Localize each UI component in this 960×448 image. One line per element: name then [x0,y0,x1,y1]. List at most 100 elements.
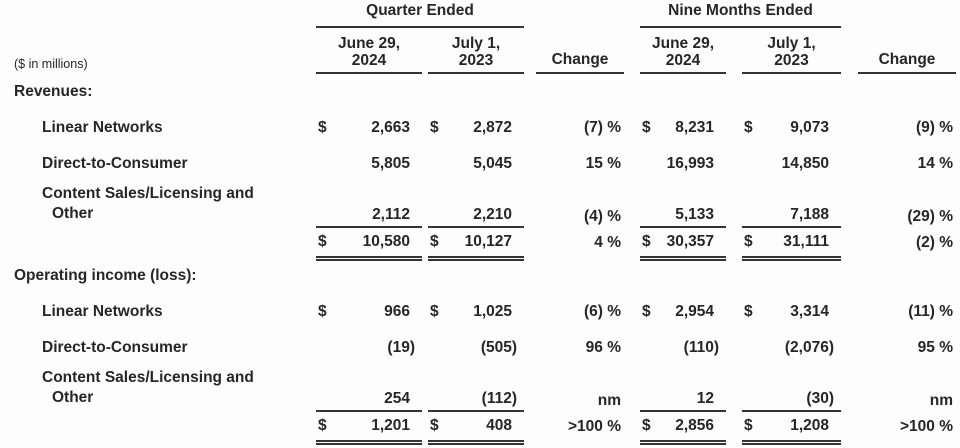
cell-value: 14,850 [781,155,829,172]
cell-value: 1,208 [790,417,829,434]
row-label-line-2: Other [52,389,94,406]
cell-quarter-change: (7) % [583,119,621,136]
cell-value: 1,201 [371,417,410,434]
table-header-groups: Quarter Ended Nine Months Ended [4,2,956,28]
cell-nine-change: (9) % [915,119,953,136]
section-label: Operating income (loss): [14,267,197,284]
cell-quarter-2024: $1,201 [316,412,422,445]
date-line-2: 2024 [351,52,387,69]
row-label: Direct-to-Consumer [42,155,188,172]
table-row-revenues-linear-networks: Linear Networks $2,663 $2,872 (7) % $8,2… [4,110,956,146]
dollar-sign: $ [430,119,439,136]
dollar-sign: $ [318,303,327,320]
cell-quarter-2024: 5,805 [316,146,422,182]
cell-quarter-change: >100 % [567,418,621,435]
cell-nine-change: (2) % [915,234,953,251]
date-line-1: July 1, [767,35,816,52]
row-label-line-1: Content Sales/Licensing and [42,185,254,202]
dollar-sign: $ [642,417,651,434]
cell-nine-2024: 16,993 [640,146,726,182]
dollar-sign: $ [318,233,327,250]
section-row-operating-income: Operating income (loss): [4,258,956,294]
table-column-headers: ($ in millions) June 29, 2024 July 1, 20… [4,28,956,74]
cell-value: 1,025 [473,303,512,320]
cell-nine-2023: (30) [742,366,841,412]
row-label: Content Sales/Licensing and Other [4,182,316,224]
cell-quarter-change: nm [597,392,621,409]
cell-value: 5,133 [675,206,714,223]
row-label-line-2: Other [52,205,94,222]
table-row-revenues-content-sales: Content Sales/Licensing and Other 2,112 … [4,182,956,228]
cell-nine-change: >100 % [899,418,953,435]
cell-nine-change: 95 % [917,339,953,356]
row-label: Content Sales/Licensing and Other [4,366,316,408]
cell-nine-2024: $30,357 [640,228,726,261]
dollar-sign: $ [744,233,753,250]
row-label-line-1: Content Sales/Licensing and [42,369,254,386]
date-line-2: 2023 [458,52,494,69]
cell-quarter-2023: $10,127 [428,228,524,261]
nine-months-ended-group-header: Nine Months Ended [640,2,841,28]
cell-nine-2023: 7,188 [742,182,841,228]
cell-value: 10,580 [362,233,410,250]
cell-value: 254 [384,390,410,407]
cell-nine-2024: $2,856 [640,412,726,445]
cell-quarter-change: 15 % [585,155,621,172]
cell-quarter-change: 96 % [585,339,621,356]
dollar-sign: $ [318,119,327,136]
date-line-2: 2024 [665,52,701,69]
cell-quarter-2023: 2,210 [428,182,524,228]
cell-nine-change: nm [929,392,953,409]
cell-nine-change: (11) % [908,303,953,320]
cell-value: (30) [806,390,834,407]
date-line-1: July 1, [451,35,501,52]
table-row-oi-linear-networks: Linear Networks $966 $1,025 (6) % $2,954… [4,294,956,330]
dollar-sign: $ [642,233,651,250]
cell-nine-2024: $8,231 [640,110,726,146]
cell-nine-2024: $2,954 [640,294,726,330]
cell-quarter-2024: 254 [316,366,422,412]
col-header-quarter-change: Change [536,28,624,74]
cell-nine-2024: (110) [640,330,726,366]
cell-value: 5,805 [371,155,410,172]
cell-value: 2,856 [675,417,714,434]
col-header-quarter-jul-1-2023: July 1, 2023 [428,28,524,74]
cell-nine-2024: 5,133 [640,182,726,228]
dollar-sign: $ [430,303,439,320]
cell-quarter-2023: $2,872 [428,110,524,146]
cell-value: (2,076) [784,339,834,356]
table-row-revenues-total: $10,580 $10,127 4 % $30,357 $31,111 (2) … [4,228,956,261]
cell-quarter-2024: $10,580 [316,228,422,261]
table-row-oi-direct-to-consumer: Direct-to-Consumer (19) (505) 96 % (110)… [4,330,956,366]
cell-quarter-change: (6) % [583,303,621,320]
cell-value: 7,188 [790,206,829,223]
date-line-1: June 29, [651,35,715,52]
dollar-sign: $ [642,119,651,136]
cell-value: 2,872 [473,119,512,136]
cell-quarter-2023: (505) [428,330,524,366]
cell-value: 5,045 [473,155,512,172]
cell-value: 408 [486,417,512,434]
row-label: Linear Networks [42,303,163,320]
cell-value: 3,314 [790,303,829,320]
dollar-sign: $ [430,233,439,250]
row-label: Direct-to-Consumer [42,339,188,356]
date-line-2: 2023 [774,52,809,69]
cell-quarter-2024: (19) [316,330,422,366]
cell-nine-2023: (2,076) [742,330,841,366]
cell-quarter-2023: 5,045 [428,146,524,182]
cell-nine-2023: $31,111 [742,228,841,261]
cell-nine-2023: $9,073 [742,110,841,146]
cell-value: (112) [481,390,517,407]
date-line-1: June 29, [337,35,401,52]
cell-quarter-2023: $408 [428,412,524,445]
cell-quarter-2023: $1,025 [428,294,524,330]
cell-quarter-2024: $2,663 [316,110,422,146]
dollar-sign: $ [430,417,439,434]
dollar-sign: $ [744,119,753,136]
cell-nine-change: (29) % [907,208,953,225]
cell-value: 8,231 [675,119,714,136]
cell-value: 2,954 [675,303,714,320]
cell-value: 12 [696,390,714,407]
cell-quarter-2024: 2,112 [316,182,422,228]
